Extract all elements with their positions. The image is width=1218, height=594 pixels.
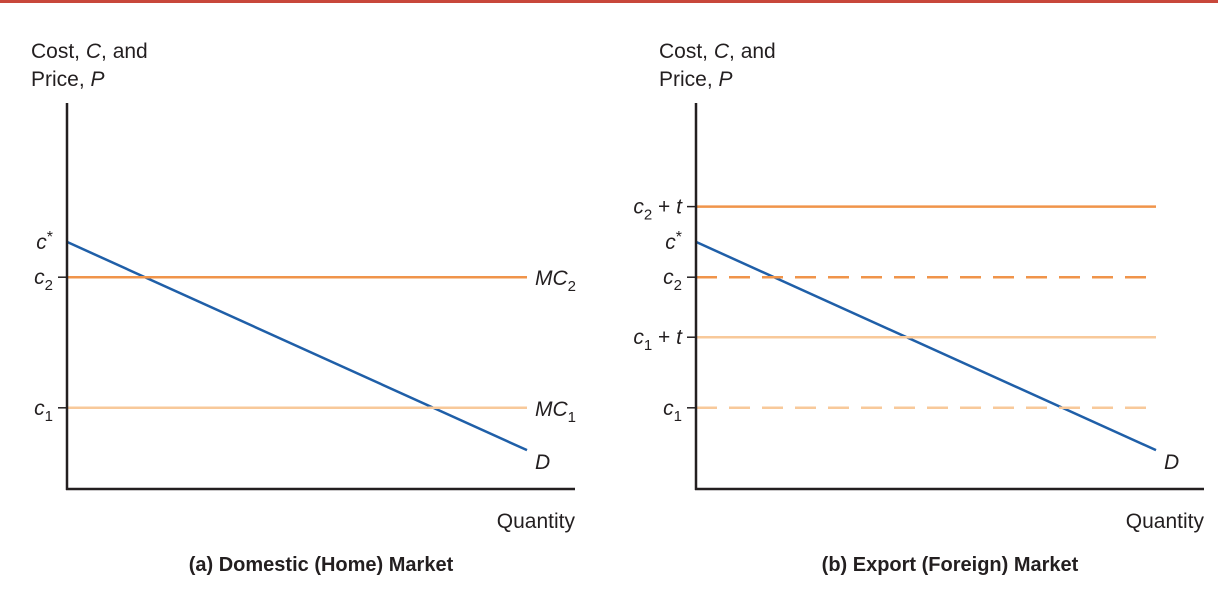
top-rule bbox=[0, 0, 1218, 3]
y-tick-label-c2: c2 bbox=[663, 266, 682, 294]
series-label-mc1: MC1 bbox=[535, 398, 576, 426]
y-axis-label-line1: Cost, C, and bbox=[659, 40, 776, 63]
series-label-mc2: MC2 bbox=[535, 267, 576, 295]
series-label-d: D bbox=[1164, 451, 1179, 474]
y-axis-label-line1: Cost, C, and bbox=[31, 40, 148, 63]
series-line-d bbox=[66, 240, 528, 452]
panel-export-market: Cost, C, and Price, P Dc2 + t c* c2 c1 + t c1 Q… bbox=[633, 40, 1204, 576]
y-tick-label-c_star: c* bbox=[665, 229, 682, 254]
series-line-d bbox=[695, 240, 1157, 452]
panel-domestic-market: Cost, C, and Price, P D MC2 MC1 c* c2 c1 Quantit… bbox=[31, 40, 576, 576]
series-label-d: D bbox=[535, 451, 550, 474]
y-tick-label-c2: c2 bbox=[34, 266, 53, 294]
y-tick-label-c_star: c* bbox=[36, 229, 53, 254]
y-axis-label-line2: Price, P bbox=[31, 68, 105, 91]
x-axis-label: Quantity bbox=[497, 510, 576, 533]
y-tick-label-c1: c1 bbox=[663, 397, 682, 425]
x-axis-label: Quantity bbox=[1126, 510, 1205, 533]
panel-title: (a) Domestic (Home) Market bbox=[189, 554, 454, 576]
y-tick-label-c2_plus_t: c2 + t bbox=[633, 196, 683, 224]
y-axis-label-line2: Price, P bbox=[659, 68, 733, 91]
y-tick-label-c1_plus_t: c1 + t bbox=[633, 326, 683, 354]
y-tick-label-c1: c1 bbox=[34, 397, 53, 425]
panel-title: (b) Export (Foreign) Market bbox=[822, 554, 1079, 576]
